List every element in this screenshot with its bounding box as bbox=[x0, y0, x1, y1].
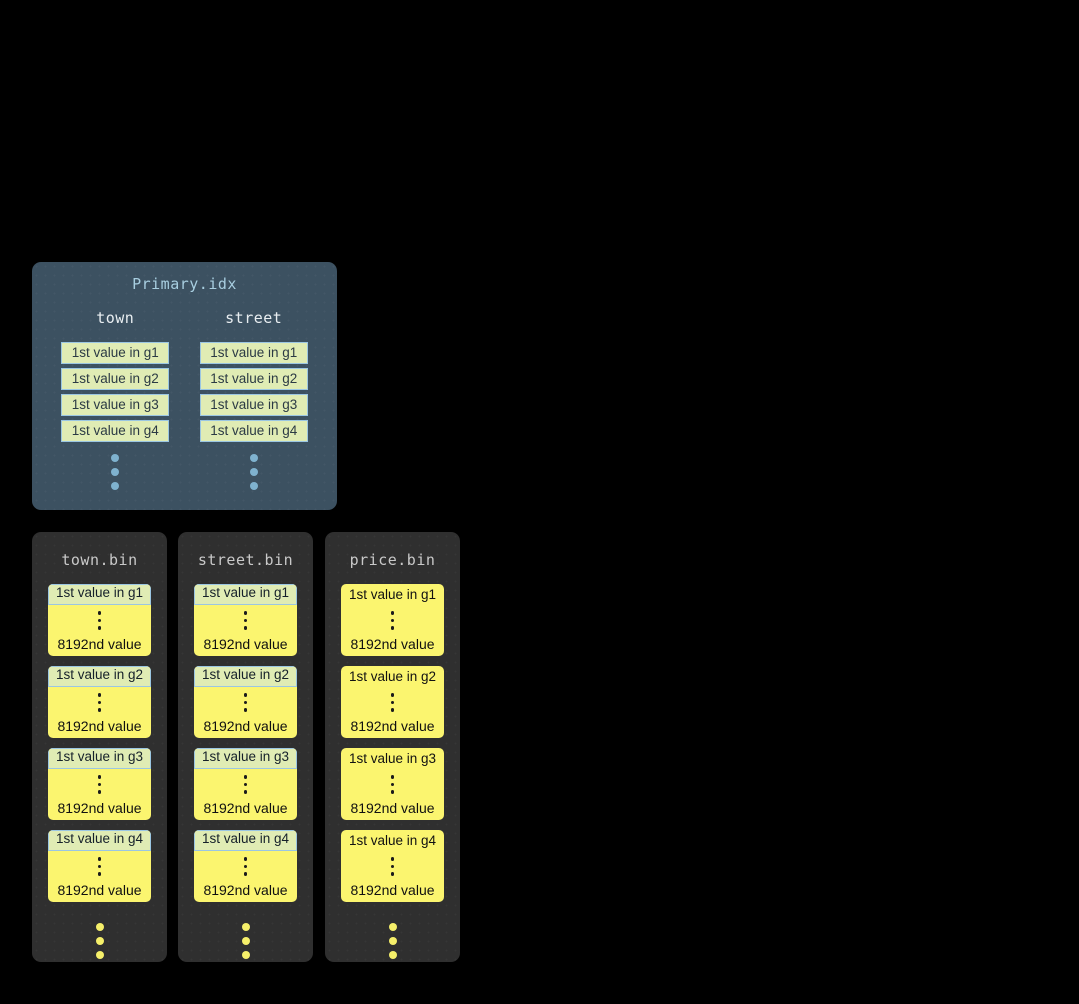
index-column-town: town 1st value in g1 1st value in g2 1st… bbox=[56, 309, 174, 490]
index-cell[interactable]: 1st value in g2 bbox=[199, 368, 308, 390]
vertical-ellipsis-icon bbox=[95, 923, 104, 959]
vertical-ellipsis-icon bbox=[241, 923, 250, 959]
bin-group-first-value[interactable]: 1st value in g3 bbox=[194, 748, 297, 769]
bin-group-list: 1st value in g1 8192nd value 1st value i… bbox=[178, 584, 313, 959]
bin-group-last-value: 8192nd value bbox=[203, 882, 288, 898]
bin-panel-town: town.bin 1st value in g1 8192nd value 1s… bbox=[32, 532, 167, 962]
index-column-header-street: street bbox=[225, 309, 283, 327]
bin-group-first-value[interactable]: 1st value in g3 bbox=[48, 748, 151, 769]
index-cell[interactable]: 1st value in g4 bbox=[199, 420, 308, 442]
vertical-ellipsis-icon bbox=[97, 851, 102, 882]
bin-group-first-value[interactable]: 1st value in g1 bbox=[194, 584, 297, 605]
bin-group-last-value: 8192nd value bbox=[350, 718, 435, 734]
vertical-ellipsis-icon bbox=[97, 687, 102, 718]
vertical-ellipsis-icon bbox=[390, 851, 395, 882]
vertical-ellipsis-icon bbox=[390, 605, 395, 636]
index-cell[interactable]: 1st value in g3 bbox=[199, 394, 308, 416]
bin-group-last-value: 8192nd value bbox=[203, 800, 288, 816]
vertical-ellipsis-icon bbox=[243, 851, 248, 882]
vertical-ellipsis-icon bbox=[243, 769, 248, 800]
bin-group-list: 1st value in g1 8192nd value 1st value i… bbox=[325, 584, 460, 959]
vertical-ellipsis-icon bbox=[388, 923, 397, 959]
bin-group[interactable]: 1st value in g3 8192nd value bbox=[48, 748, 151, 820]
bin-group[interactable]: 1st value in g1 8192nd value bbox=[48, 584, 151, 656]
index-cell[interactable]: 1st value in g4 bbox=[61, 420, 170, 442]
vertical-ellipsis-icon bbox=[243, 687, 248, 718]
bin-group-last-value: 8192nd value bbox=[350, 636, 435, 652]
bin-group[interactable]: 1st value in g2 8192nd value bbox=[48, 666, 151, 738]
vertical-ellipsis-icon bbox=[249, 454, 258, 490]
vertical-ellipsis-icon bbox=[390, 687, 395, 718]
bin-group-last-value: 8192nd value bbox=[57, 636, 142, 652]
vertical-ellipsis-icon bbox=[97, 769, 102, 800]
bin-group-first-value[interactable]: 1st value in g2 bbox=[194, 666, 297, 687]
bin-group[interactable]: 1st value in g4 8192nd value bbox=[48, 830, 151, 902]
bin-group-first-value: 1st value in g1 bbox=[348, 587, 437, 602]
bin-group-last-value: 8192nd value bbox=[203, 636, 288, 652]
bin-group-last-value: 8192nd value bbox=[203, 718, 288, 734]
bin-group-last-value: 8192nd value bbox=[350, 882, 435, 898]
bin-group-first-value[interactable]: 1st value in g1 bbox=[48, 584, 151, 605]
bin-group[interactable]: 1st value in g3 8192nd value bbox=[341, 748, 444, 820]
vertical-ellipsis-icon bbox=[390, 769, 395, 800]
bin-group[interactable]: 1st value in g1 8192nd value bbox=[341, 584, 444, 656]
bin-group[interactable]: 1st value in g4 8192nd value bbox=[341, 830, 444, 902]
index-columns: town 1st value in g1 1st value in g2 1st… bbox=[32, 309, 337, 490]
index-column-header-town: town bbox=[96, 309, 135, 327]
bin-group[interactable]: 1st value in g3 8192nd value bbox=[194, 748, 297, 820]
vertical-ellipsis-icon bbox=[111, 454, 120, 490]
bin-group-last-value: 8192nd value bbox=[57, 800, 142, 816]
bin-panel-title: price.bin bbox=[349, 551, 436, 569]
bin-group-first-value[interactable]: 1st value in g4 bbox=[48, 830, 151, 851]
primary-index-panel: Primary.idx town 1st value in g1 1st val… bbox=[32, 262, 337, 510]
bin-group[interactable]: 1st value in g2 8192nd value bbox=[194, 666, 297, 738]
bin-group-last-value: 8192nd value bbox=[350, 800, 435, 816]
vertical-ellipsis-icon bbox=[97, 605, 102, 636]
bin-group-list: 1st value in g1 8192nd value 1st value i… bbox=[32, 584, 167, 959]
index-cell[interactable]: 1st value in g1 bbox=[199, 342, 308, 364]
bin-group-last-value: 8192nd value bbox=[57, 882, 142, 898]
bin-group-last-value: 8192nd value bbox=[57, 718, 142, 734]
bin-group-first-value: 1st value in g2 bbox=[348, 669, 437, 684]
index-cell[interactable]: 1st value in g3 bbox=[61, 394, 170, 416]
index-cell[interactable]: 1st value in g2 bbox=[61, 368, 170, 390]
bin-group[interactable]: 1st value in g2 8192nd value bbox=[341, 666, 444, 738]
bin-panel-street: street.bin 1st value in g1 8192nd value … bbox=[178, 532, 313, 962]
bin-panel-title: street.bin bbox=[197, 551, 294, 569]
primary-index-title: Primary.idx bbox=[132, 275, 237, 293]
bin-group-first-value[interactable]: 1st value in g4 bbox=[194, 830, 297, 851]
bin-group-first-value: 1st value in g4 bbox=[348, 833, 437, 848]
bin-panel-price: price.bin 1st value in g1 8192nd value 1… bbox=[325, 532, 460, 962]
index-cell[interactable]: 1st value in g1 bbox=[61, 342, 170, 364]
index-column-street: street 1st value in g1 1st value in g2 1… bbox=[195, 309, 313, 490]
bin-panel-title: town.bin bbox=[61, 551, 138, 569]
bin-group[interactable]: 1st value in g4 8192nd value bbox=[194, 830, 297, 902]
bin-group-first-value[interactable]: 1st value in g2 bbox=[48, 666, 151, 687]
vertical-ellipsis-icon bbox=[243, 605, 248, 636]
bin-group[interactable]: 1st value in g1 8192nd value bbox=[194, 584, 297, 656]
bin-group-first-value: 1st value in g3 bbox=[348, 751, 437, 766]
